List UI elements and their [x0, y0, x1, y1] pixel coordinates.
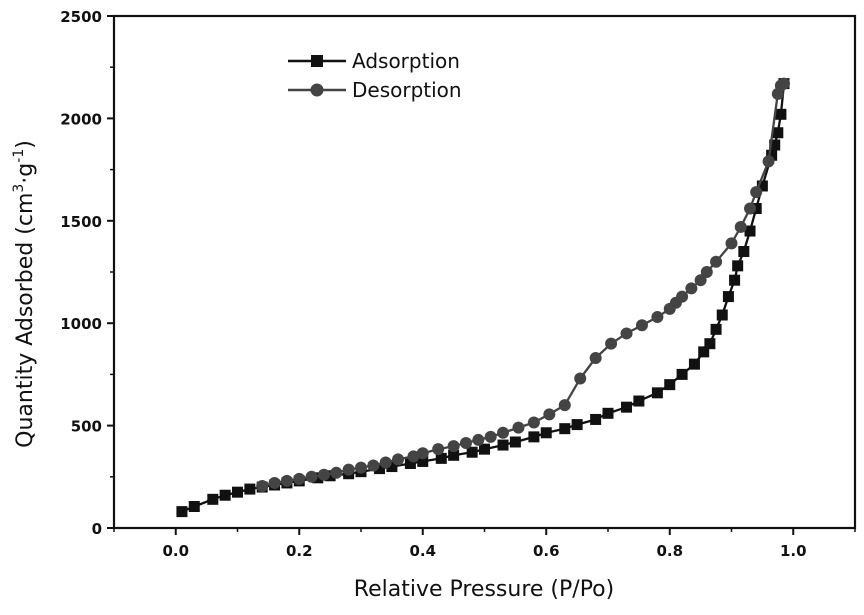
desorption-point: [636, 319, 648, 331]
desorption-point: [735, 221, 747, 233]
adsorption-point: [232, 487, 243, 498]
x-tick-label: 0.0: [162, 542, 189, 560]
desorption-point: [293, 473, 305, 485]
legend-adsorption-label: Adsorption: [352, 49, 460, 73]
desorption-point: [512, 422, 524, 434]
desorption-point: [744, 203, 756, 215]
chart-svg: 0.00.20.40.60.81.0 05001000150020002500 …: [0, 0, 864, 610]
desorption-point: [485, 431, 497, 443]
adsorption-point: [541, 427, 552, 438]
adsorption-point: [704, 338, 715, 349]
desorption-point: [343, 464, 355, 476]
y-axis-title-mid: ·g: [13, 163, 38, 184]
x-axis: 0.0 0.2 0.4 0.6 0.8 1.0: [114, 528, 855, 560]
desorption-point: [392, 453, 404, 465]
desorption-point: [605, 338, 617, 350]
y-axis-title-sup1: 3: [11, 184, 27, 193]
y-axis-title-end: ): [13, 140, 38, 149]
adsorption-point: [711, 324, 722, 335]
desorption-point: [528, 417, 540, 429]
desorption-point: [543, 408, 555, 420]
isotherm-chart: 0.00.20.40.60.81.0 05001000150020002500 …: [0, 0, 864, 610]
desorption-point: [318, 469, 330, 481]
desorption-point: [407, 450, 419, 462]
desorption-point: [256, 480, 268, 492]
desorption-point: [750, 186, 762, 198]
desorption-point: [763, 155, 775, 167]
legend-desorption-marker: [311, 84, 324, 97]
desorption-point: [269, 477, 281, 489]
x-tick-label: 0.6: [533, 542, 560, 560]
series-layer: [176, 78, 790, 518]
x-tick-label: 0.4: [409, 542, 436, 560]
desorption-point: [695, 274, 707, 286]
y-axis-title-sup2: -1: [11, 149, 27, 163]
adsorption-point: [590, 414, 601, 425]
desorption-point: [710, 256, 722, 268]
desorption-point: [574, 372, 586, 384]
desorption-point: [726, 237, 738, 249]
desorption-point: [330, 467, 342, 479]
adsorption-point: [603, 408, 614, 419]
desorption-point: [281, 475, 293, 487]
x-axis-title: Relative Pressure (P/Po): [354, 577, 614, 602]
desorption-point: [367, 460, 379, 472]
adsorption-point: [775, 109, 786, 120]
y-axis-title-main: Quantity Adsorbed (cm: [13, 193, 38, 448]
y-tick-label: 2000: [60, 110, 102, 128]
desorption-point: [685, 282, 697, 294]
adsorption-point: [621, 402, 632, 413]
adsorption-point: [559, 423, 570, 434]
adsorption-point: [244, 484, 255, 495]
y-tick-label: 2500: [60, 8, 102, 26]
adsorption-point: [723, 291, 734, 302]
desorption-point: [460, 437, 472, 449]
desorption-point: [448, 440, 460, 452]
adsorption-point: [207, 494, 218, 505]
desorption-point: [306, 471, 318, 483]
adsorption-point: [732, 260, 743, 271]
desorption-point: [621, 327, 633, 339]
desorption-point: [559, 399, 571, 411]
adsorption-point: [729, 275, 740, 286]
adsorption-point: [220, 490, 231, 501]
y-axis: 0 500 1000 1500 2000 2500: [60, 8, 114, 538]
y-tick-label: 0: [92, 520, 102, 538]
desorption-point: [664, 303, 676, 315]
adsorption-point: [189, 501, 200, 512]
adsorption-point: [717, 310, 728, 321]
desorption-point: [590, 352, 602, 364]
x-tick-label: 1.0: [780, 542, 807, 560]
legend: Adsorption Desorption: [288, 49, 462, 102]
desorption-point: [772, 88, 784, 100]
desorption-point: [472, 434, 484, 446]
adsorption-point: [738, 246, 749, 257]
legend-desorption-label: Desorption: [352, 78, 462, 102]
y-tick-label: 1500: [60, 213, 102, 231]
adsorption-point: [510, 436, 521, 447]
adsorption-point: [176, 506, 187, 517]
y-tick-label: 1000: [60, 315, 102, 333]
x-tick-label: 0.8: [656, 542, 683, 560]
adsorption-point: [633, 396, 644, 407]
adsorption-point: [677, 369, 688, 380]
desorption-point: [497, 427, 509, 439]
adsorption-point: [689, 359, 700, 370]
desorption-point: [432, 443, 444, 455]
y-tick-label: 500: [71, 418, 102, 436]
x-tick-label: 0.2: [286, 542, 313, 560]
desorption-point: [355, 462, 367, 474]
adsorption-point: [664, 379, 675, 390]
y-axis-title: Quantity Adsorbed (cm3·g-1): [11, 140, 38, 448]
adsorption-point: [498, 440, 509, 451]
adsorption-point: [572, 419, 583, 430]
desorption-point: [380, 456, 392, 468]
legend-adsorption-marker: [311, 55, 323, 67]
adsorption-point: [652, 387, 663, 398]
desorption-point: [651, 311, 663, 323]
adsorption-point: [528, 431, 539, 442]
